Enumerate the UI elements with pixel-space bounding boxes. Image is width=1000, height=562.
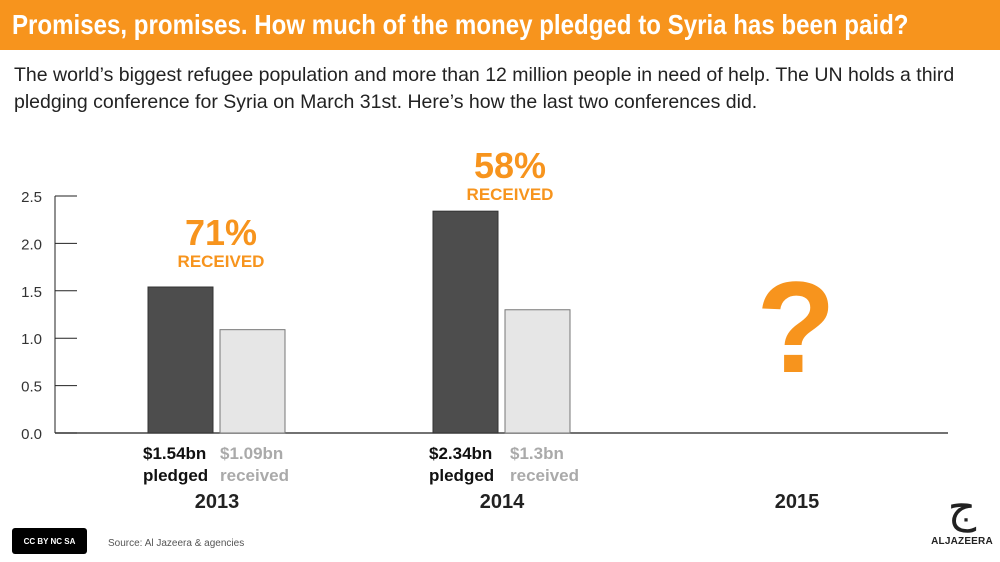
x-label-2014: 2014 <box>479 491 525 513</box>
annotation-2014: 58% RECEIVED <box>467 147 554 205</box>
bar-pledged-2014 <box>432 210 499 434</box>
x-label-2015: 2015 <box>774 491 820 513</box>
bar-pledged-2013 <box>147 286 214 434</box>
annotation-text: RECEIVED <box>177 252 265 271</box>
question-mark: ? <box>756 254 836 400</box>
title-bar: Promises, promises. How much of the mone… <box>0 0 1000 50</box>
y-tick-label: 1.5 <box>21 284 42 301</box>
source-note: Source: Al Jazeera & agencies <box>108 538 245 549</box>
amount: $2.34bn <box>429 444 493 463</box>
y-tick-label: 2.5 <box>21 189 42 206</box>
word: pledged <box>143 466 209 485</box>
y-tick-label: 2.0 <box>21 236 42 253</box>
annotation-pct: 58% <box>473 145 547 186</box>
cc-license-badge: CC BY NC SA <box>12 528 87 554</box>
bar-received-2013 <box>219 329 286 434</box>
chart-title: Promises, promises. How much of the mone… <box>12 9 909 40</box>
aljazeera-logo: ج ALJAZEERA <box>930 480 994 547</box>
bar-label-2014-pledged: $2.34bn pledged <box>429 443 494 487</box>
logo-wordmark: ALJAZEERA <box>931 536 993 547</box>
bar-label-2014-received: $1.3bn received <box>510 443 579 487</box>
bar-received-2014 <box>504 309 571 434</box>
chart-subtitle: The world’s biggest refugee population a… <box>14 64 955 113</box>
y-tick-label: 0.0 <box>21 426 42 443</box>
x-label-2013: 2013 <box>194 491 240 513</box>
y-tick-label: 0.5 <box>21 379 42 396</box>
annotation-pct: 71% <box>184 212 258 253</box>
annotation-text: RECEIVED <box>466 185 554 204</box>
amount: $1.09bn <box>220 444 284 463</box>
amount: $1.3bn <box>510 444 564 463</box>
logo-mark-icon: ج <box>947 483 977 532</box>
amount: $1.54bn <box>143 444 207 463</box>
y-tick-label: 1.0 <box>21 331 42 348</box>
word: received <box>510 466 579 485</box>
annotation-2013: 71% RECEIVED <box>178 214 265 272</box>
word: received <box>220 466 289 485</box>
word: pledged <box>429 466 495 485</box>
bar-label-2013-received: $1.09bn received <box>220 443 289 487</box>
bar-label-2013-pledged: $1.54bn pledged <box>143 443 208 487</box>
